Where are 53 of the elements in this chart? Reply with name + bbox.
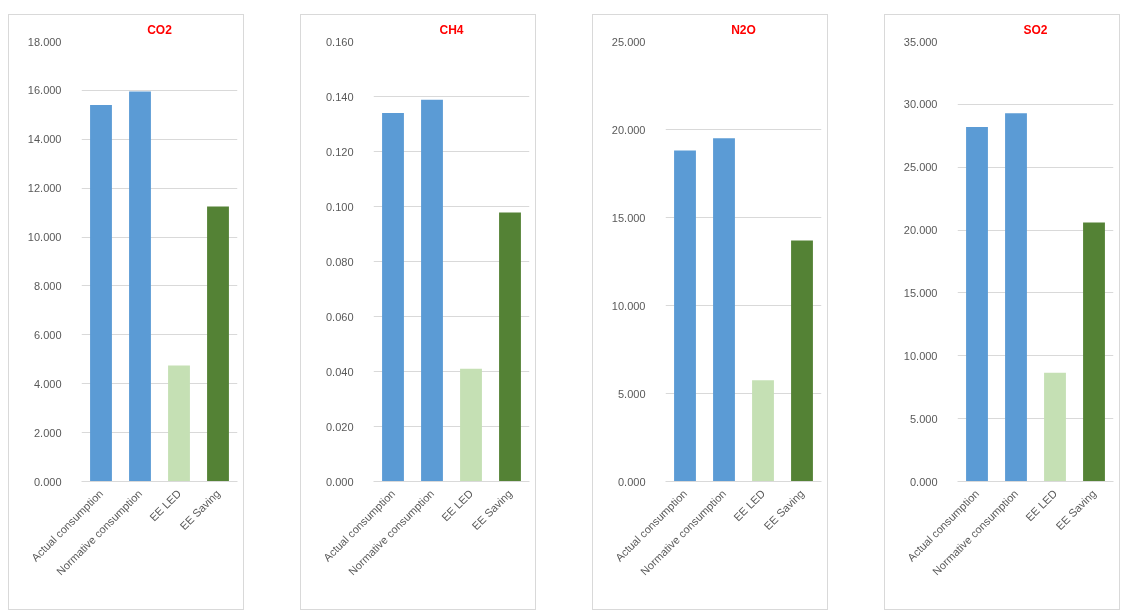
y-tick-label: 0.160 [325,35,354,48]
y-tick-label: 30.000 [903,98,938,111]
bar [207,206,229,482]
y-tick-label: 0.000 [617,475,646,488]
y-tick-label: 0.100 [325,200,354,213]
y-tick-label: 0.080 [325,255,354,268]
bar [421,99,443,482]
chart-title: CH4 [439,22,464,37]
bar [168,365,190,482]
chart-title: N2O [731,22,756,37]
bar [752,380,774,482]
y-tick-label: 0.000 [325,475,354,488]
y-tick-label: 0.000 [33,475,62,488]
bar [674,150,696,482]
bar [129,91,151,482]
chart-title: SO2 [1023,22,1048,37]
y-tick-label: 10.000 [27,231,62,244]
y-tick-label: 4.000 [33,377,62,390]
y-tick-label: 0.020 [325,420,354,433]
bar [1083,222,1105,482]
y-tick-label: 10.000 [611,299,646,312]
y-tick-label: 0.060 [325,310,354,323]
chart-title: CO2 [147,22,173,37]
y-tick-label: 25.000 [611,35,646,48]
y-tick-label: 15.000 [903,286,938,299]
bar [499,212,521,482]
y-tick-label: 12.000 [27,182,62,195]
bar [791,240,813,482]
y-tick-label: 14.000 [27,133,62,146]
bar [460,368,482,482]
y-tick-label: 0.040 [325,365,354,378]
bar [90,105,112,482]
bar [382,113,404,482]
y-tick-label: 35.000 [903,35,938,48]
y-tick-label: 0.000 [909,475,938,488]
y-tick-label: 2.000 [33,426,62,439]
y-tick-label: 8.000 [33,279,62,292]
y-tick-label: 16.000 [27,84,62,97]
bar [713,138,735,482]
y-tick-label: 5.000 [617,387,646,400]
bar [1005,113,1027,482]
y-tick-label: 20.000 [611,123,646,136]
y-tick-label: 20.000 [903,224,938,237]
y-tick-label: 0.140 [325,90,354,103]
y-tick-label: 5.000 [909,412,938,425]
bar [1044,372,1066,482]
bar [966,126,988,482]
y-tick-label: 6.000 [33,328,62,341]
y-tick-label: 15.000 [611,211,646,224]
y-tick-label: 0.120 [325,145,354,158]
y-tick-label: 10.000 [903,349,938,362]
y-tick-label: 25.000 [903,161,938,174]
y-tick-label: 18.000 [27,35,62,48]
